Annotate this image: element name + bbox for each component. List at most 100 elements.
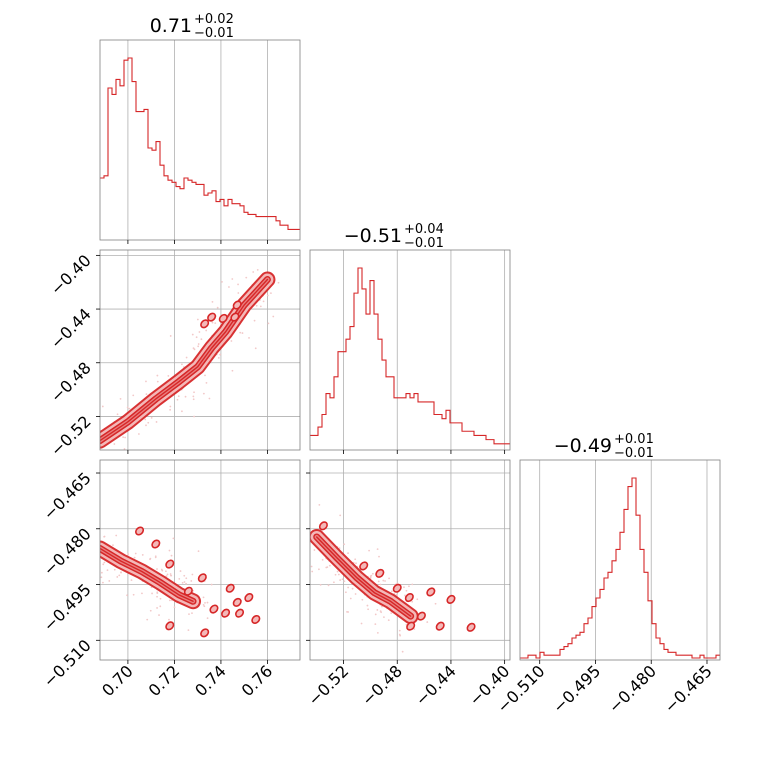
- scatter-point: [379, 583, 382, 586]
- scatter-point: [219, 353, 222, 356]
- axes-frame-2-0: [99, 459, 301, 661]
- contour-inner: [316, 536, 412, 617]
- scatter-point: [120, 571, 122, 574]
- scatter-point: [426, 621, 429, 623]
- scatter-point: [100, 576, 103, 579]
- scatter-point: [101, 405, 104, 408]
- scatter-point: [107, 455, 109, 457]
- x-tick-label: −0.495: [549, 661, 604, 716]
- scatter-point: [169, 599, 171, 602]
- scatter-point: [405, 589, 408, 592]
- scatter-point: [116, 576, 119, 578]
- scatter-point: [206, 617, 209, 620]
- scatter-point: [376, 609, 379, 611]
- scatter-point: [216, 306, 219, 309]
- scatter-point: [306, 571, 308, 573]
- scatter-point: [145, 380, 147, 383]
- scatter-point: [208, 397, 211, 400]
- scatter-point: [185, 356, 188, 359]
- scatter-point: [166, 573, 169, 576]
- scatter-point: [255, 304, 258, 307]
- title-lower-error: −0.01: [194, 26, 234, 41]
- scatter-point: [154, 555, 157, 558]
- scatter-point: [231, 278, 234, 280]
- contour-inner: [100, 547, 194, 602]
- scatter-point: [408, 585, 410, 588]
- scatter-point: [267, 322, 270, 325]
- scatter-point: [115, 534, 118, 537]
- scatter-point: [183, 574, 186, 577]
- scatter-point: [211, 300, 214, 303]
- scatter-point: [343, 580, 346, 583]
- scatter-point: [198, 331, 201, 333]
- histogram-step-line: [310, 267, 510, 445]
- scatter-point: [339, 579, 342, 581]
- scatter-point: [343, 543, 346, 546]
- x-tick-label: 0.72: [145, 661, 184, 700]
- axes-frame-1-0: [99, 249, 301, 451]
- contour-island: [197, 573, 207, 583]
- scatter-point: [106, 569, 109, 572]
- x-ticks-1-0: [127, 450, 268, 454]
- scatter-point: [168, 549, 171, 552]
- scatter-point: [205, 381, 208, 384]
- scatter-point: [202, 603, 205, 606]
- scatter-point: [256, 268, 259, 271]
- scatter-point: [134, 552, 137, 555]
- scatter-point: [377, 580, 380, 583]
- scatter-point: [206, 601, 209, 604]
- scatter-point: [366, 604, 369, 607]
- scatter-point: [188, 613, 190, 616]
- scatter-point: [217, 356, 220, 359]
- contour-island: [207, 312, 217, 322]
- histogram-2: [520, 477, 720, 659]
- scatter-point: [156, 592, 159, 595]
- scatter-point: [266, 294, 269, 297]
- scatter-point: [119, 397, 122, 400]
- y-tick-label: −0.495: [40, 580, 95, 635]
- scatter-point: [262, 300, 265, 303]
- scatter-point: [168, 618, 170, 621]
- scatter-point: [411, 600, 414, 603]
- contour-island: [375, 568, 385, 578]
- scatter-point: [191, 333, 194, 336]
- scatter-point: [108, 580, 111, 582]
- scatter-point: [118, 574, 121, 577]
- scatter-point: [328, 564, 331, 567]
- scatter-point: [100, 571, 103, 574]
- scatter-point: [116, 413, 119, 416]
- title-2: −0.49 +0.01−0.01: [554, 432, 654, 461]
- scatter-point: [390, 612, 393, 615]
- scatter-point: [374, 623, 377, 626]
- x-tick-label: −0.48: [358, 661, 406, 709]
- scatter-point: [253, 319, 256, 322]
- axes-frame-0-0: [99, 39, 301, 241]
- title-upper-error: +0.04: [404, 222, 444, 237]
- scatter-point: [191, 612, 193, 615]
- scatter-point: [181, 581, 184, 584]
- scatter-point: [202, 392, 205, 395]
- scatter-point: [169, 573, 172, 575]
- contour-island: [135, 526, 145, 536]
- scatter-point: [327, 584, 330, 587]
- scatter-point: [384, 580, 386, 582]
- scatter-point: [319, 583, 322, 586]
- scatter-point: [184, 395, 187, 398]
- scatter-point: [367, 608, 370, 611]
- gridlines-2-2: [539, 460, 708, 660]
- axes-background-1-1: [310, 250, 510, 450]
- scatter-point: [344, 591, 347, 594]
- x-tick-label: −0.44: [412, 661, 460, 709]
- scatter-point: [156, 568, 158, 570]
- scatter-point: [132, 394, 135, 397]
- scatter-point: [332, 581, 335, 584]
- scatter-point: [230, 340, 233, 342]
- scatter-point: [272, 315, 275, 318]
- scatter-point: [228, 286, 230, 288]
- x-ticks-2-1: −0.52 −0.48 −0.44 −0.40: [304, 660, 513, 709]
- title-value: 0.71: [150, 15, 192, 37]
- contour-island: [218, 313, 228, 323]
- y-tick-label: −0.510: [40, 636, 95, 691]
- scatter-point: [158, 614, 160, 616]
